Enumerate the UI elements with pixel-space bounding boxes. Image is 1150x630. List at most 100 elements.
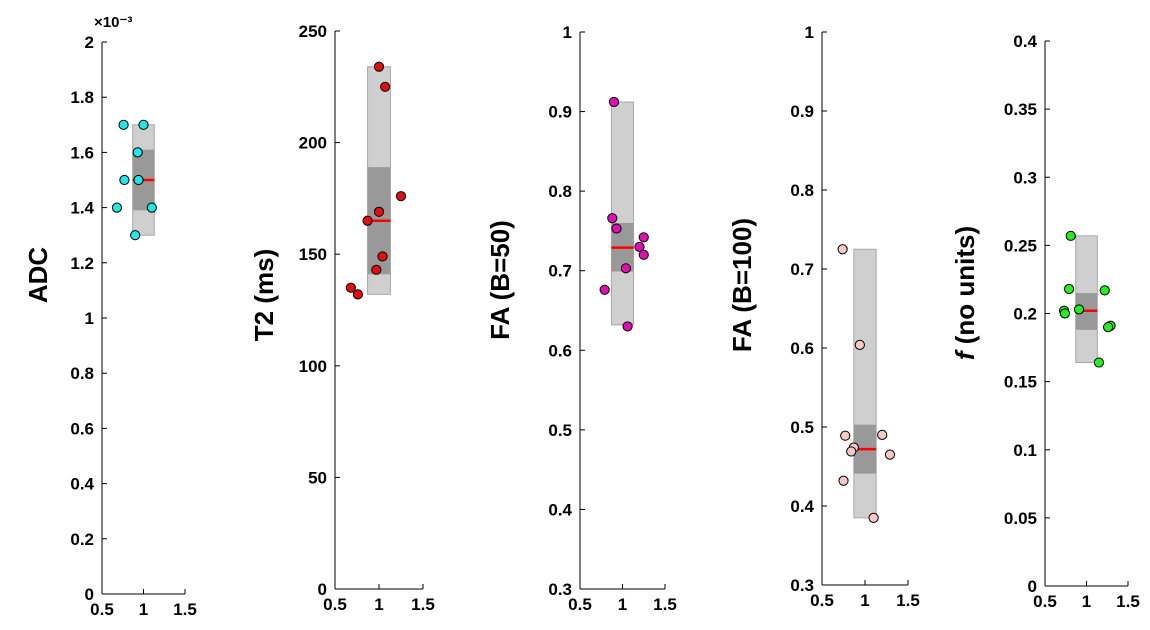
- x-tick-label: 1.5: [896, 591, 920, 610]
- x-tick-label: 1.5: [173, 600, 197, 619]
- x-tick-label: 0.5: [568, 595, 592, 614]
- y-axis-label-rest: (no units): [950, 226, 980, 352]
- range-box: [610, 101, 635, 326]
- data-point: [837, 244, 848, 255]
- data-point: [884, 449, 896, 460]
- data-point: [638, 232, 649, 243]
- data-point: [611, 223, 622, 234]
- y-tick-label: 0.4: [790, 497, 814, 516]
- y-tick-label: 0: [85, 585, 94, 604]
- y-tick-label: 0: [318, 580, 327, 599]
- data-point: [599, 284, 610, 295]
- data-point: [838, 475, 849, 486]
- y-tick-label: 50: [308, 468, 327, 487]
- panel-4: 0.3 0.4 0.5 0.6 0.7 0.8 0.9 1 0.5 1 1.5 FA (B=100): [727, 23, 920, 610]
- y-tick-label: 0.8: [790, 181, 814, 200]
- data-point: [373, 206, 385, 217]
- data-point: [622, 321, 633, 332]
- data-point: [146, 202, 157, 213]
- data-point: [1065, 230, 1076, 241]
- y-tick-label: 0.7: [548, 262, 572, 281]
- y-tick-label: 200: [299, 134, 327, 153]
- y-tick-label: 0.5: [548, 421, 572, 440]
- data-point: [1059, 308, 1071, 319]
- data-point: [608, 96, 620, 108]
- data-point: [373, 61, 385, 72]
- y-tick-label: 1: [85, 309, 94, 328]
- x-tick-label: 1.5: [1116, 592, 1140, 611]
- y-tick-label: 2: [85, 33, 94, 52]
- data-point: [133, 174, 144, 186]
- x-tick-label: 0.5: [90, 600, 114, 619]
- y-tick-label: 1.4: [70, 199, 94, 218]
- y-axis-label: T2 (ms): [249, 249, 279, 341]
- y-tick-label: 0.6: [70, 419, 94, 438]
- y-tick-label: 0.8: [548, 182, 572, 201]
- data-point: [868, 512, 879, 523]
- y-tick-label: 1: [563, 23, 572, 42]
- data-point: [620, 263, 632, 274]
- y-axis-label: f (no units): [950, 226, 980, 360]
- y-tick-label: 100: [299, 357, 327, 376]
- data-point: [130, 230, 141, 241]
- data-point: [362, 215, 373, 226]
- data-point: [1073, 304, 1085, 315]
- data-point: [371, 264, 382, 275]
- data-point: [1093, 357, 1105, 368]
- y-tick-label: 0.2: [1013, 305, 1037, 324]
- x-tick-label: 1.5: [653, 595, 677, 614]
- y-tick-label: 150: [299, 245, 327, 264]
- x-tick-label: 1: [1082, 592, 1091, 611]
- panel-2: 0 50 100 150 200 250 0.5 1 1.5 T2 (ms): [249, 22, 435, 614]
- x-tick-label: 1: [618, 595, 627, 614]
- range-box: [853, 248, 877, 519]
- data-point: [377, 251, 388, 262]
- y-tick-label: 0.9: [790, 102, 814, 121]
- panel-1: 0 0.2 0.4 0.6 0.8 1 1.2 1.4 1.6 1.8 2 0.5 1 1.5 ADC ×10…: [23, 14, 197, 619]
- y-tick-label: 0.7: [790, 260, 814, 279]
- x-tick-label: 0.5: [810, 591, 834, 610]
- y-tick-label: 0.25: [1004, 236, 1037, 255]
- x-tick-label: 0.5: [323, 595, 347, 614]
- y-tick-label: 0.1: [1013, 441, 1037, 460]
- data-point: [1102, 322, 1114, 333]
- y-axis-label: ADC: [23, 247, 53, 304]
- y-tick-label: 0.4: [1013, 32, 1037, 51]
- y-tick-label: 0.3: [548, 580, 572, 599]
- y-tick-label: 0: [1028, 577, 1037, 596]
- data-point: [1099, 285, 1110, 296]
- data-point: [138, 119, 149, 130]
- data-point: [1063, 283, 1075, 295]
- y-tick-label: 1.6: [70, 143, 94, 162]
- data-point: [846, 446, 857, 457]
- y-tick-label: 250: [299, 22, 327, 41]
- y-tick-label: 0.2: [70, 530, 94, 549]
- y-tick-label: 0.4: [70, 475, 94, 494]
- x-tick-label: 0.5: [1033, 592, 1057, 611]
- y-tick-label: 0.05: [1004, 509, 1037, 528]
- data-point: [840, 430, 851, 441]
- x-tick-label: 1.5: [411, 595, 435, 614]
- data-point: [854, 339, 865, 350]
- y-tick-label: 0.5: [790, 418, 814, 437]
- data-point: [345, 282, 356, 293]
- y-tick-label: 0.3: [1013, 168, 1037, 187]
- data-point: [607, 213, 618, 224]
- data-point: [132, 147, 143, 158]
- y-axis-label: FA (B=50): [485, 220, 515, 340]
- y-tick-label: 0.3: [790, 576, 814, 595]
- data-point: [395, 191, 407, 202]
- y-tick-label: 0.6: [548, 341, 572, 360]
- y-tick-label: 0.6: [790, 339, 814, 358]
- y-tick-label: 0.35: [1004, 100, 1037, 119]
- x-tick-label: 1: [860, 591, 869, 610]
- data-point: [119, 174, 130, 186]
- y-tick-label: 1.8: [70, 88, 94, 107]
- data-point: [877, 429, 888, 440]
- x-tick-label: 1: [139, 600, 148, 619]
- data-point: [380, 81, 391, 92]
- data-point: [118, 119, 129, 130]
- y-tick-label: 1: [805, 23, 814, 42]
- y-axis-label-italic-part: f: [950, 349, 980, 360]
- y-tick-label: 0.15: [1004, 373, 1037, 392]
